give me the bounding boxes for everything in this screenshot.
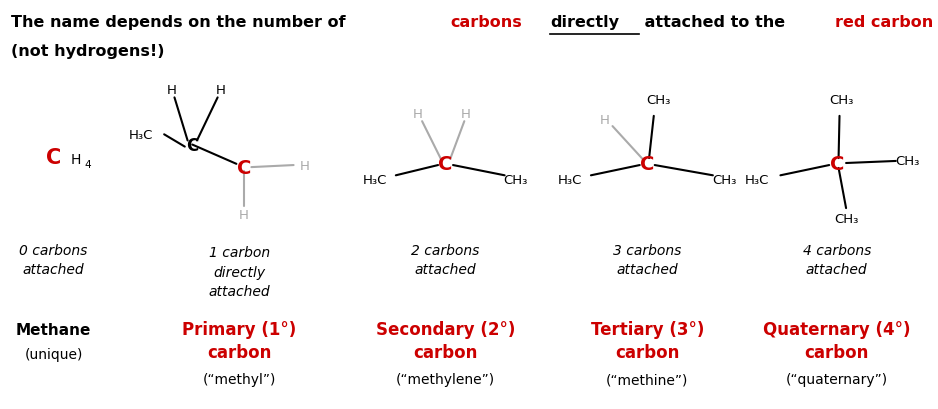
Text: (not hydrogens!): (not hydrogens!)	[11, 44, 165, 59]
Text: carbon: carbon	[207, 343, 271, 361]
Text: H: H	[70, 153, 81, 166]
Text: 2 carbons
attached: 2 carbons attached	[412, 243, 479, 276]
Text: C: C	[829, 154, 844, 173]
Text: carbons: carbons	[450, 15, 522, 30]
Text: H: H	[300, 159, 310, 172]
Text: (“quaternary”): (“quaternary”)	[786, 373, 887, 387]
Text: H: H	[167, 83, 176, 97]
Text: H₃C: H₃C	[129, 128, 153, 142]
Text: CH₃: CH₃	[829, 94, 854, 107]
Text: C: C	[640, 154, 655, 173]
Text: 3 carbons
attached: 3 carbons attached	[613, 243, 681, 276]
Text: The name depends on the number of: The name depends on the number of	[11, 15, 352, 30]
Text: CH₃: CH₃	[646, 94, 671, 107]
Text: H₃C: H₃C	[558, 173, 582, 187]
Text: H₃C: H₃C	[363, 173, 387, 187]
Text: (unique): (unique)	[24, 347, 83, 361]
Text: attached to the: attached to the	[639, 15, 791, 30]
Text: (“methine”): (“methine”)	[606, 373, 688, 387]
Text: CH₃: CH₃	[834, 212, 858, 225]
Text: H: H	[216, 83, 225, 97]
Text: 4 carbons
attached: 4 carbons attached	[803, 243, 870, 276]
Text: 4: 4	[84, 160, 91, 170]
Text: CH₃: CH₃	[895, 155, 919, 168]
Text: (“methyl”): (“methyl”)	[203, 373, 276, 387]
Text: C: C	[236, 158, 251, 177]
Text: 0 carbons
attached: 0 carbons attached	[20, 243, 87, 276]
Text: Secondary (2°): Secondary (2°)	[376, 320, 515, 338]
Text: CH₃: CH₃	[504, 173, 528, 187]
Text: carbon: carbon	[414, 343, 477, 361]
Text: H: H	[461, 108, 471, 121]
Text: H: H	[413, 108, 422, 121]
Text: H: H	[600, 114, 610, 127]
Text: directly: directly	[550, 15, 619, 30]
Text: C: C	[186, 136, 199, 154]
Text: H: H	[239, 208, 249, 221]
Text: C: C	[46, 148, 61, 167]
Text: (“methylene”): (“methylene”)	[396, 373, 495, 387]
Text: carbon: carbon	[805, 343, 869, 361]
Text: Tertiary (3°): Tertiary (3°)	[591, 320, 704, 338]
Text: CH₃: CH₃	[712, 173, 736, 187]
Text: C: C	[438, 154, 453, 173]
Text: Quaternary (4°): Quaternary (4°)	[763, 320, 911, 338]
Text: carbon: carbon	[615, 343, 679, 361]
Text: Primary (1°): Primary (1°)	[182, 320, 296, 338]
Text: Methane: Methane	[16, 322, 91, 337]
Text: H₃C: H₃C	[745, 173, 769, 187]
Text: 1 carbon
directly
attached: 1 carbon directly attached	[208, 245, 270, 299]
Text: red carbon: red carbon	[835, 15, 933, 30]
